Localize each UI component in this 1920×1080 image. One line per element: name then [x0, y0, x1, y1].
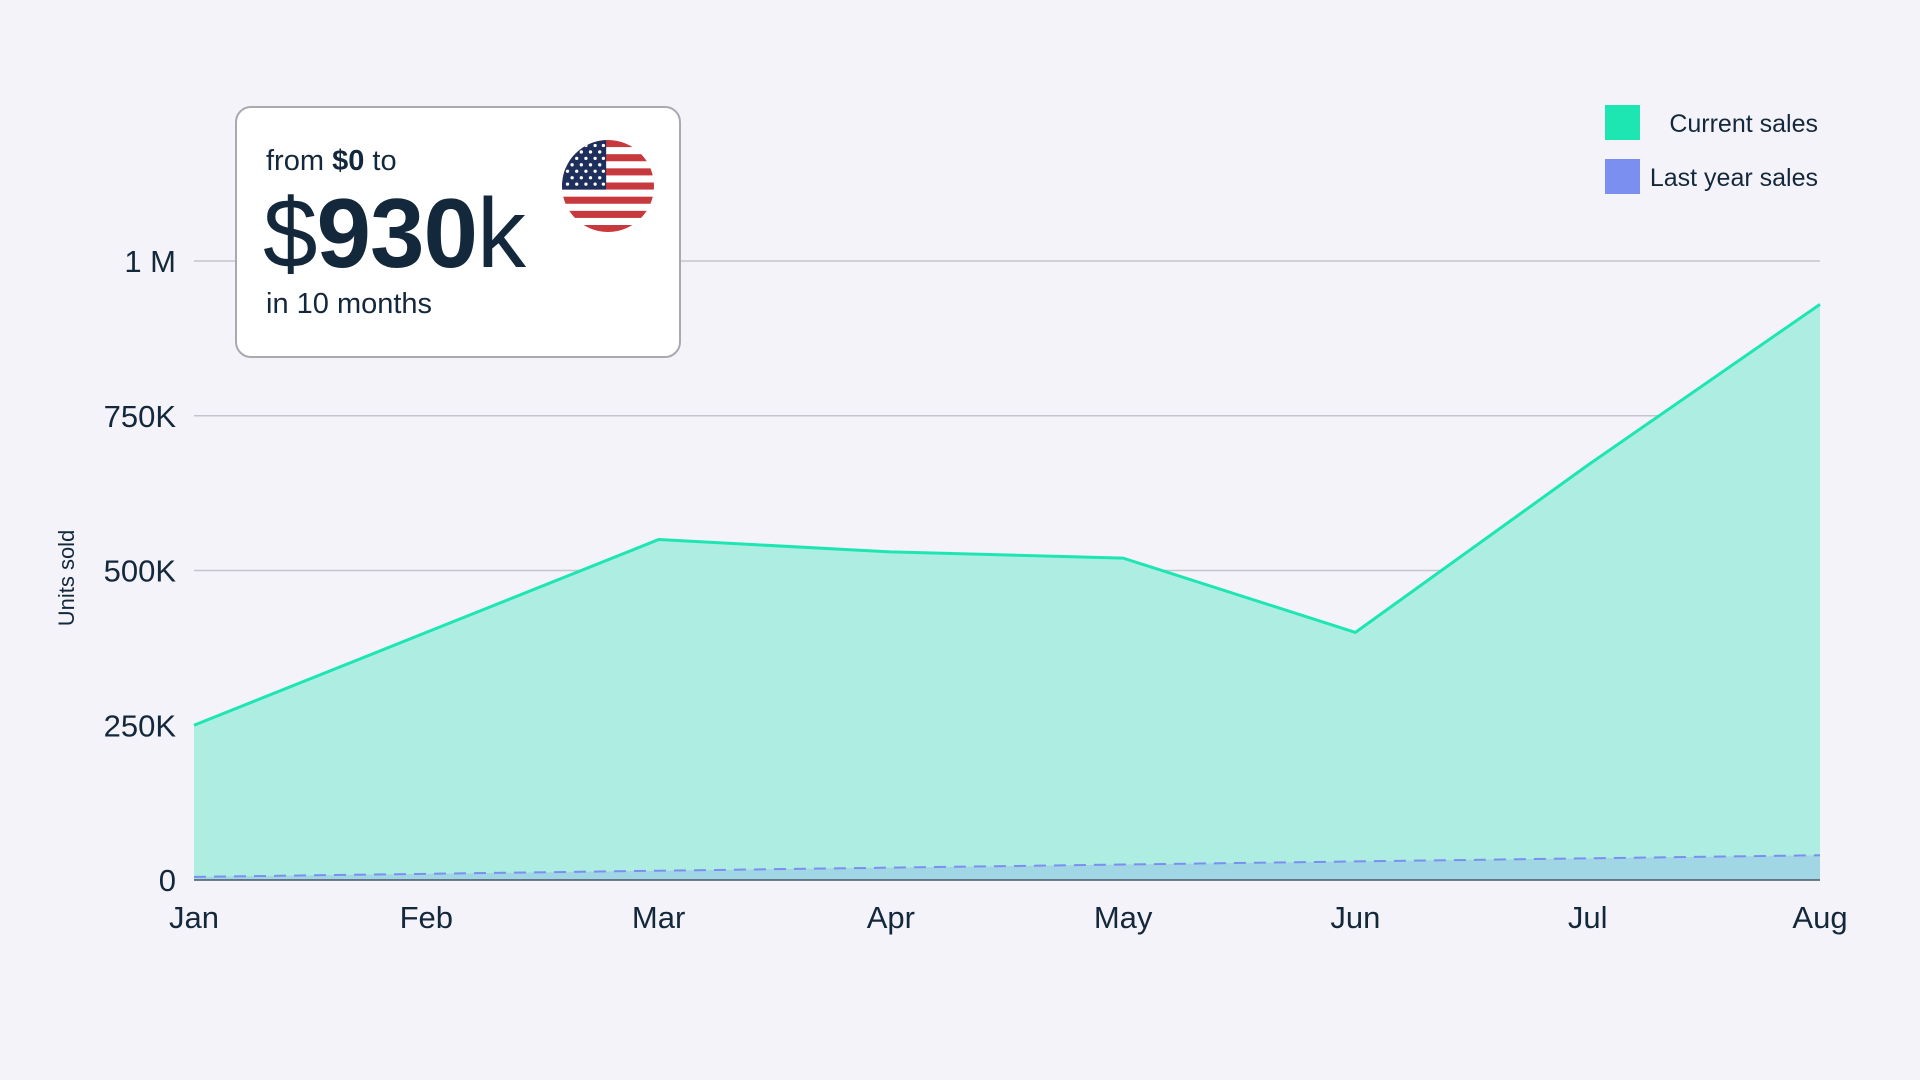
stat-from-prefix: from — [266, 145, 333, 177]
current-sales-area — [194, 304, 1820, 881]
y-axis-title: Units sold — [54, 530, 79, 627]
stat-amount: $930k — [263, 184, 526, 282]
stat-amount-unit: k — [477, 178, 526, 288]
legend-swatch — [1605, 159, 1640, 194]
y-axis-ticks: 0 250K 500K 750K 1 M — [104, 244, 177, 898]
x-tick-label: Jun — [1330, 900, 1380, 935]
stat-from-suffix: to — [364, 145, 397, 177]
x-tick-label: May — [1094, 900, 1153, 935]
x-tick-label: Jan — [169, 900, 219, 935]
stat-amount-number: 930 — [316, 178, 479, 288]
y-tick-label: 250K — [104, 708, 177, 743]
stat-from-value: $0 — [332, 145, 365, 177]
x-tick-label: Aug — [1792, 900, 1847, 935]
x-tick-label: Jul — [1568, 900, 1608, 935]
x-axis-ticks: Jan Feb Mar Apr May Jun Jul Aug — [169, 900, 1848, 935]
last-year-sales-line — [193, 854, 1821, 878]
stat-card: from $0 to $930k in 10 months — [235, 106, 681, 358]
x-tick-label: Mar — [632, 900, 685, 935]
stat-from-line: from $0 to — [266, 145, 397, 178]
y-tick-label: 1 M — [124, 244, 176, 279]
legend: Current sales Last year sales — [1605, 105, 1818, 194]
y-tick-label: 500K — [104, 554, 177, 589]
legend-label: Last year sales — [1650, 164, 1818, 192]
x-tick-label: Feb — [400, 900, 453, 935]
current-sales-line — [193, 303, 1821, 727]
series-lines — [193, 303, 1821, 881]
us-flag-icon — [562, 140, 654, 232]
last-year-sales-area — [194, 855, 1820, 880]
series-areas — [194, 304, 1820, 881]
stat-subtitle: in 10 months — [266, 288, 433, 320]
stat-amount-currency: $ — [263, 178, 318, 288]
legend-swatch — [1605, 105, 1640, 140]
y-tick-label: 750K — [104, 399, 177, 434]
x-tick-label: Apr — [867, 900, 915, 935]
y-tick-label: 0 — [159, 863, 176, 898]
legend-label: Current sales — [1669, 110, 1818, 138]
